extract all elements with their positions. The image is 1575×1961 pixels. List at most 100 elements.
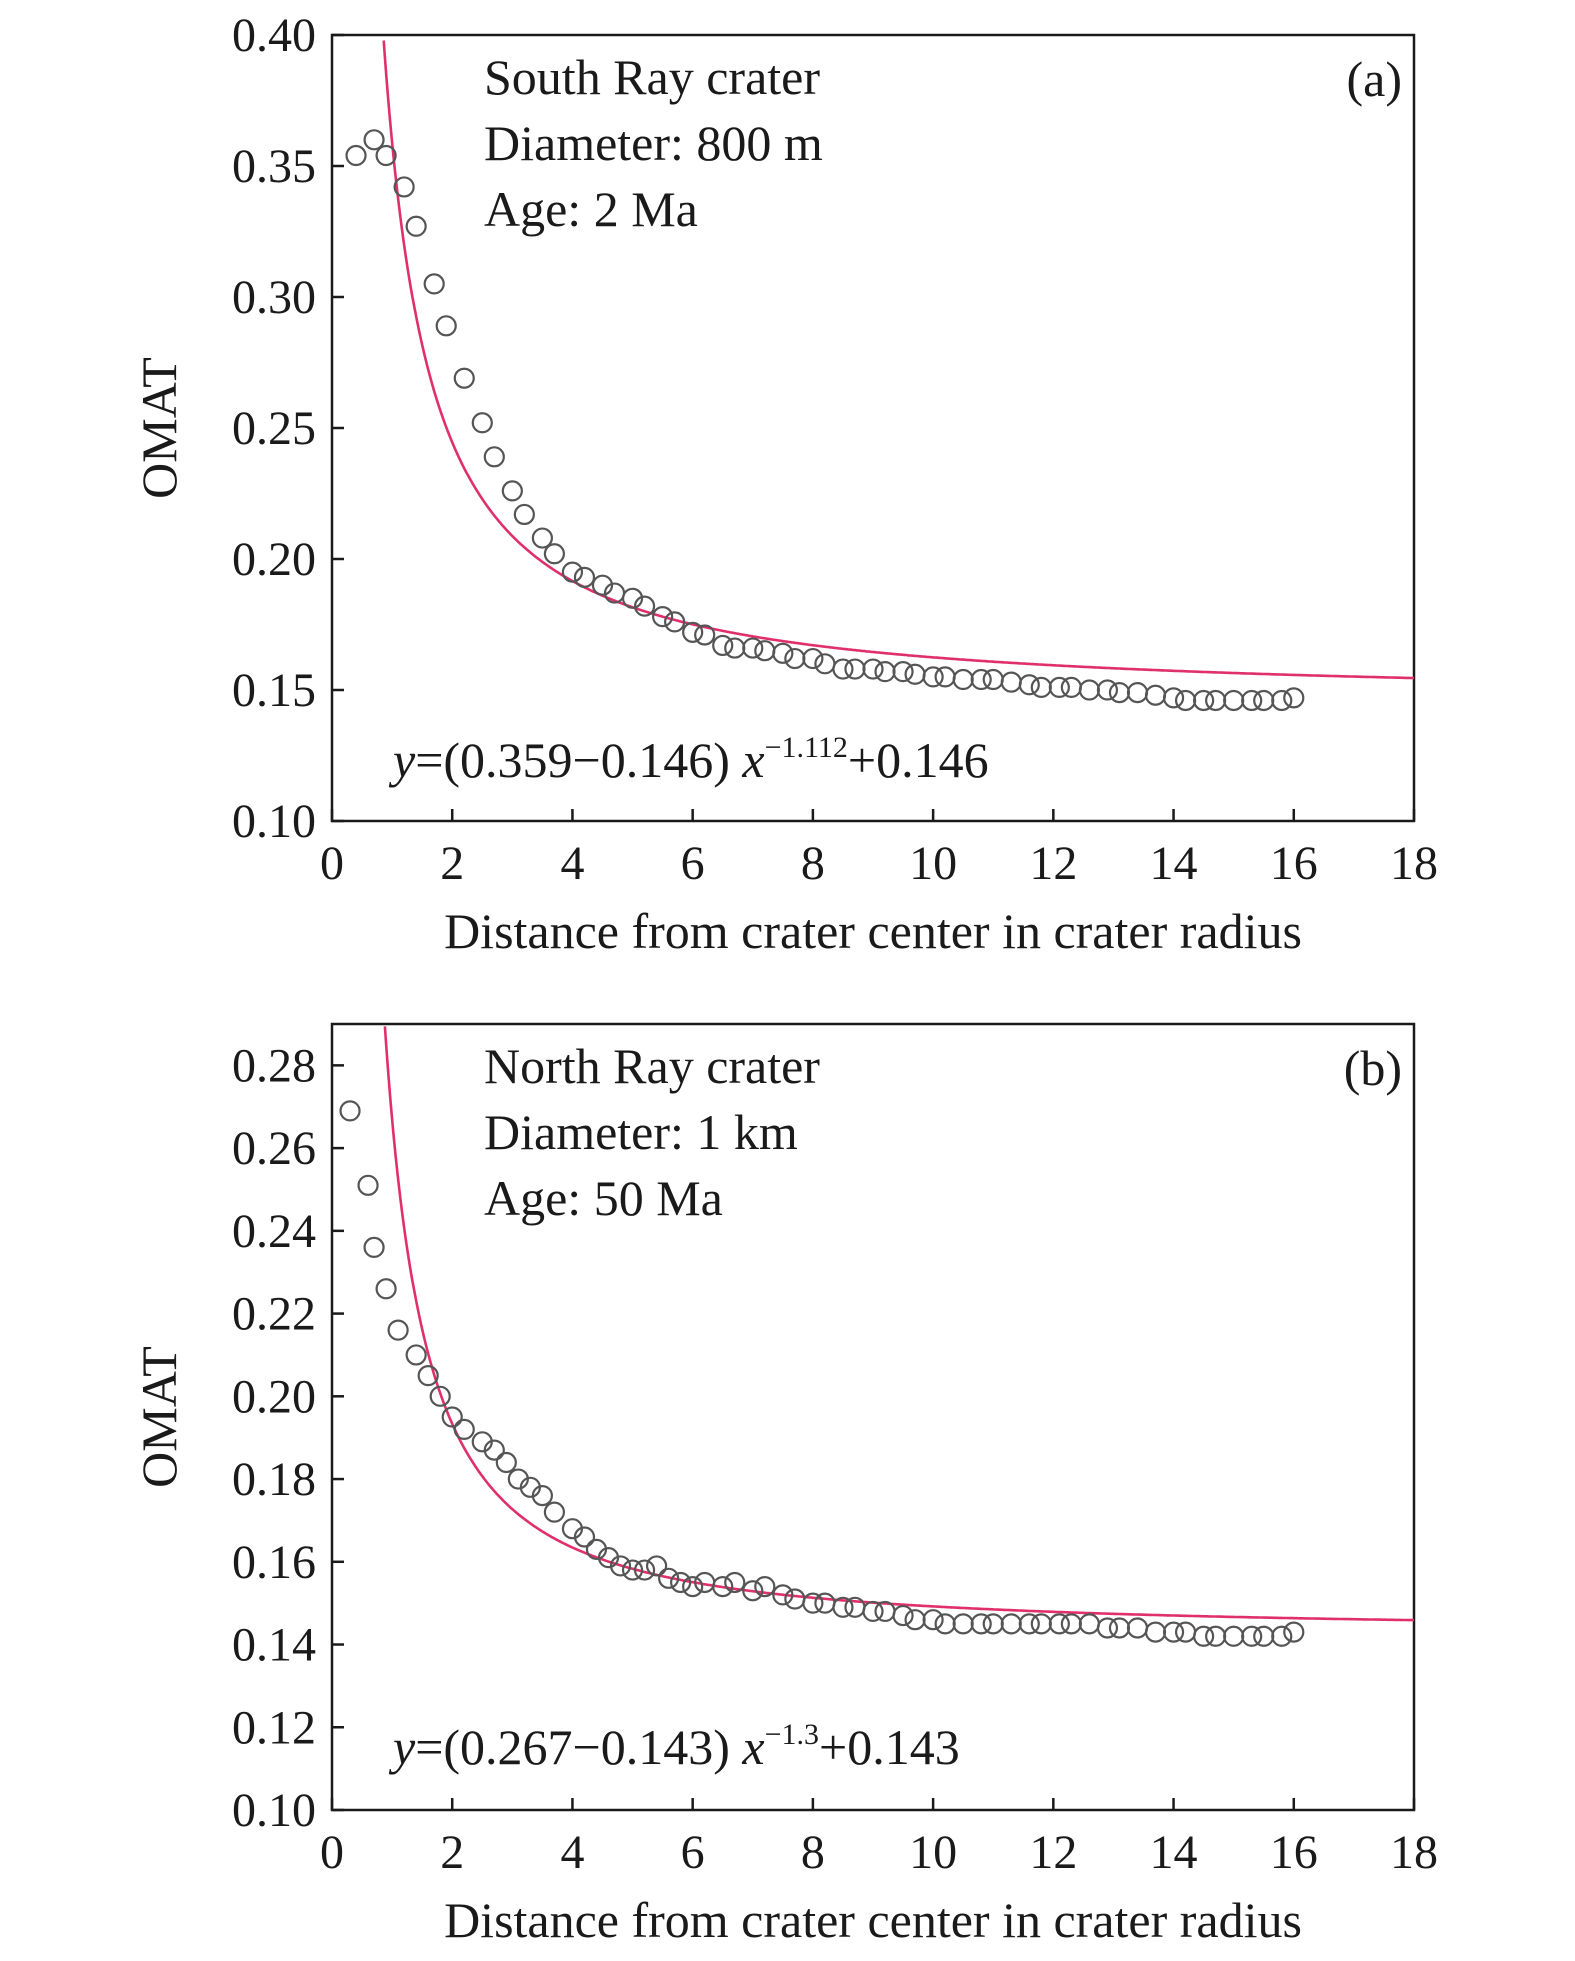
- panel-label: (a): [1347, 51, 1403, 107]
- panel-label: (b): [1344, 1040, 1402, 1096]
- data-point: [1096, 1617, 1119, 1639]
- data-point: [712, 1576, 734, 1598]
- data-point: [453, 1418, 475, 1441]
- data-point: [1271, 689, 1293, 712]
- equation-y-var: y: [388, 732, 416, 788]
- x-tick-label: 10: [909, 837, 957, 890]
- fit-curve: [382, 40, 1415, 680]
- equation-x-var: x: [741, 1719, 764, 1775]
- y-tick-label: 0.26: [232, 1122, 316, 1175]
- data-point: [1048, 676, 1070, 698]
- data-point: [573, 566, 596, 588]
- data-point: [633, 595, 656, 617]
- annotation-age: Age: 50 Ma: [484, 1170, 723, 1226]
- data-point: [832, 658, 854, 680]
- data-point: [1162, 1621, 1185, 1643]
- data-point: [772, 642, 794, 664]
- data-point: [742, 1580, 764, 1602]
- data-point: [1030, 1613, 1052, 1635]
- data-point: [754, 1576, 776, 1598]
- data-point: [904, 663, 926, 685]
- data-point: [694, 624, 716, 646]
- data-point: [1060, 1613, 1082, 1635]
- data-point: [375, 144, 397, 167]
- data-point: [543, 543, 566, 565]
- data-point: [405, 215, 427, 237]
- x-tick-label: 10: [909, 1826, 957, 1879]
- y-tick-label: 0.30: [232, 271, 316, 324]
- data-point: [573, 1526, 596, 1548]
- y-tick-label: 0.20: [232, 533, 316, 586]
- data-point: [1000, 1613, 1022, 1635]
- data-point: [1241, 1625, 1263, 1647]
- data-point: [682, 621, 704, 643]
- annotation-title: North Ray crater: [484, 1038, 820, 1094]
- data-point: [345, 144, 367, 167]
- y-axis-ticks: 0.10 0.15 0.20 0.25 0.30 0.35 0.40: [232, 9, 344, 848]
- data-point: [970, 1613, 992, 1635]
- data-point: [1241, 689, 1263, 712]
- y-tick-label: 0.16: [232, 1536, 316, 1589]
- data-point: [375, 1278, 397, 1300]
- data-point: [1096, 679, 1119, 701]
- data-point: [1018, 1613, 1040, 1635]
- data-point: [1283, 1621, 1305, 1643]
- data-point: [1144, 684, 1167, 706]
- data-point: [621, 1559, 644, 1581]
- data-point: [832, 1596, 854, 1618]
- data-point: [1048, 1613, 1070, 1635]
- annotation-diameter: Diameter: 800 m: [484, 115, 823, 171]
- data-point: [1108, 1617, 1131, 1639]
- annotation-age: Age: 2 Ma: [484, 181, 698, 237]
- data-point: [652, 606, 674, 628]
- data-point: [934, 1613, 956, 1635]
- data-point: [621, 587, 644, 609]
- data-point: [772, 1584, 794, 1606]
- data-point: [1162, 687, 1185, 709]
- panel-b: 0.10 0.12 0.14 0.16 0.18 0.20 0.22 0.24 0.26 0.28…: [131, 1022, 1438, 1948]
- fit-equation: y=(0.267−0.143) x−1.3+0.143: [388, 1718, 960, 1775]
- data-point: [664, 611, 686, 633]
- data-point: [862, 658, 884, 680]
- data-point: [1223, 1625, 1245, 1647]
- data-point: [1205, 1625, 1227, 1647]
- y-tick-label: 0.15: [232, 664, 316, 717]
- data-point: [441, 1406, 463, 1428]
- data-point: [844, 658, 866, 680]
- data-point: [1078, 1613, 1101, 1635]
- x-tick-label: 12: [1029, 837, 1077, 890]
- data-point: [724, 637, 746, 659]
- y-tick-label: 0.35: [232, 140, 316, 193]
- data-point: [1174, 1621, 1197, 1643]
- y-tick-label: 0.12: [232, 1701, 316, 1754]
- y-tick-label: 0.28: [232, 1039, 316, 1092]
- equation-tail: +0.146: [848, 732, 989, 788]
- equation-exponent: −1.112: [765, 731, 848, 764]
- data-point: [1223, 689, 1245, 712]
- data-point: [1018, 674, 1040, 696]
- x-tick-label: 18: [1390, 837, 1438, 890]
- data-point: [453, 367, 475, 389]
- fit-curve: [383, 1026, 1414, 1622]
- data-point: [814, 1592, 836, 1614]
- data-point: [982, 668, 1004, 691]
- x-tick-label: 0: [320, 837, 344, 890]
- x-tick-label: 4: [560, 837, 584, 890]
- data-point: [1000, 671, 1022, 693]
- fit-equation: y=(0.359−0.146) x−1.112+0.146: [388, 731, 989, 788]
- data-point: [483, 446, 505, 468]
- data-points: [345, 129, 1305, 712]
- y-tick-label: 0.20: [232, 1370, 316, 1423]
- annotation-diameter: Diameter: 1 km: [484, 1104, 798, 1160]
- equation-y-var: y: [388, 1719, 416, 1775]
- data-point: [682, 1576, 704, 1598]
- y-tick-label: 0.40: [232, 9, 316, 62]
- data-point: [501, 480, 523, 502]
- data-point: [814, 653, 836, 675]
- data-point: [1205, 689, 1227, 712]
- x-tick-label: 4: [560, 1826, 584, 1879]
- x-tick-label: 16: [1270, 837, 1318, 890]
- plot-frame: [330, 1022, 1416, 1812]
- data-point: [495, 1451, 517, 1474]
- data-point: [543, 1501, 566, 1523]
